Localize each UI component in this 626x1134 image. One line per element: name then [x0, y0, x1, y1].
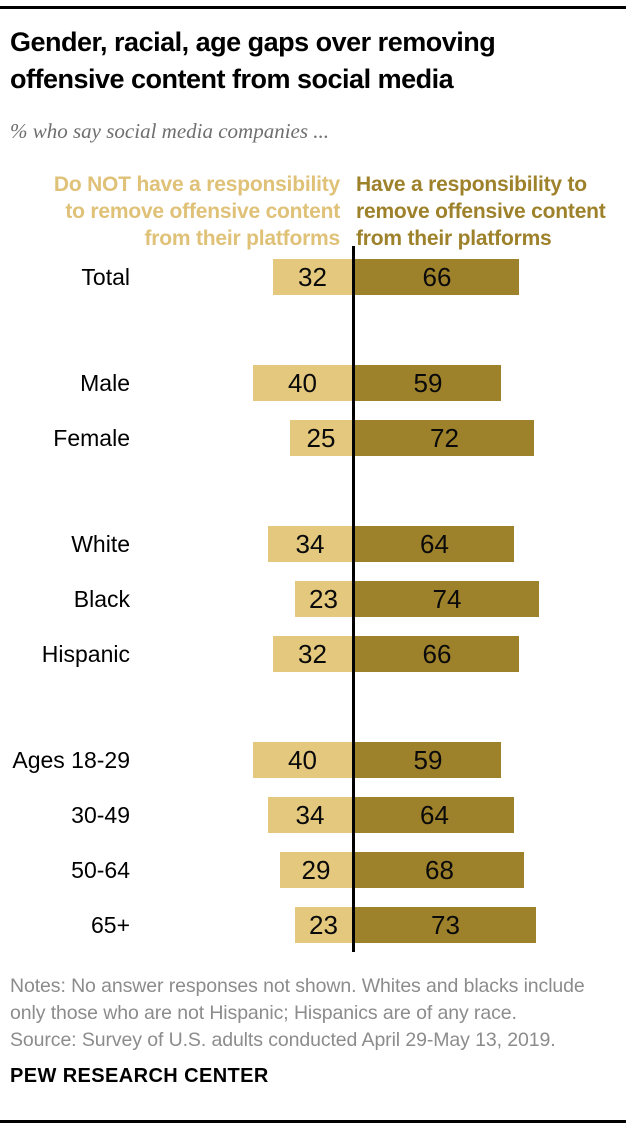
- footnote-notes: Notes: No answer responses not shown. Wh…: [10, 975, 585, 1024]
- chart-title: Gender, racial, age gaps over removing o…: [10, 27, 496, 94]
- bar-have-responsibility: 72: [355, 420, 534, 456]
- bar-value: 40: [288, 744, 317, 775]
- bar-value: 73: [431, 909, 460, 940]
- brand-pew-research-center: PEW RESEARCH CENTER: [10, 1065, 269, 1087]
- category-label: Hispanic: [41, 641, 130, 667]
- bar-have-responsibility: 66: [355, 259, 519, 295]
- category-label: Ages 18-29: [12, 747, 130, 773]
- bar-value: 59: [413, 744, 443, 775]
- legend-label-not-responsibility: Do NOT have a responsibility to remove o…: [53, 173, 340, 250]
- center-axis-line: [352, 246, 355, 952]
- bar-have-responsibility: 73: [355, 907, 536, 943]
- bar-value: 23: [309, 909, 338, 940]
- bar-no-responsibility: 34: [268, 797, 352, 833]
- bar-have-responsibility: 68: [355, 852, 524, 888]
- bar-value: 34: [295, 528, 325, 559]
- bar-value: 23: [309, 583, 338, 614]
- category-label: Black: [73, 586, 130, 612]
- bar-value: 66: [422, 261, 452, 292]
- bar-have-responsibility: 64: [355, 797, 514, 833]
- bar-value: 40: [288, 367, 317, 398]
- bar-value: 25: [306, 422, 336, 453]
- category-label: Total: [81, 264, 130, 290]
- bar-value: 34: [295, 799, 325, 830]
- category-label: White: [71, 531, 130, 557]
- bar-have-responsibility: 59: [355, 742, 501, 778]
- bar-no-responsibility: 32: [273, 259, 352, 295]
- bar-value: 66: [422, 638, 452, 669]
- top-rule: [0, 6, 626, 9]
- bar-have-responsibility: 74: [355, 581, 539, 617]
- bottom-rule: [0, 1120, 626, 1123]
- category-label: 50-64: [71, 857, 130, 883]
- bar-value: 64: [420, 528, 449, 559]
- footnote-source: Source: Survey of U.S. adults conducted …: [10, 1029, 556, 1051]
- bar-no-responsibility: 23: [295, 907, 352, 943]
- bar-value: 64: [420, 799, 449, 830]
- bar-value: 68: [425, 854, 454, 885]
- bar-have-responsibility: 66: [355, 636, 519, 672]
- bar-have-responsibility: 64: [355, 526, 514, 562]
- bar-value: 32: [298, 261, 327, 292]
- bar-value: 72: [430, 422, 459, 453]
- legend-label-have-responsibility: Have a responsibility to remove offensiv…: [356, 173, 606, 250]
- bar-no-responsibility: 40: [253, 365, 352, 401]
- bar-no-responsibility: 34: [268, 526, 352, 562]
- bar-no-responsibility: 23: [295, 581, 352, 617]
- bar-no-responsibility: 40: [253, 742, 352, 778]
- bar-have-responsibility: 59: [355, 365, 501, 401]
- category-label: Female: [53, 425, 130, 451]
- bar-value: 29: [301, 854, 331, 885]
- category-label: Male: [80, 370, 130, 396]
- chart-subtitle: % who say social media companies ...: [10, 119, 330, 143]
- category-label: 65+: [90, 912, 130, 938]
- bar-value: 32: [298, 638, 327, 669]
- bar-no-responsibility: 29: [280, 852, 352, 888]
- bar-value: 59: [413, 367, 443, 398]
- bar-no-responsibility: 25: [290, 420, 352, 456]
- bar-value: 74: [432, 583, 462, 614]
- category-label: 30-49: [71, 802, 130, 828]
- bar-no-responsibility: 32: [273, 636, 352, 672]
